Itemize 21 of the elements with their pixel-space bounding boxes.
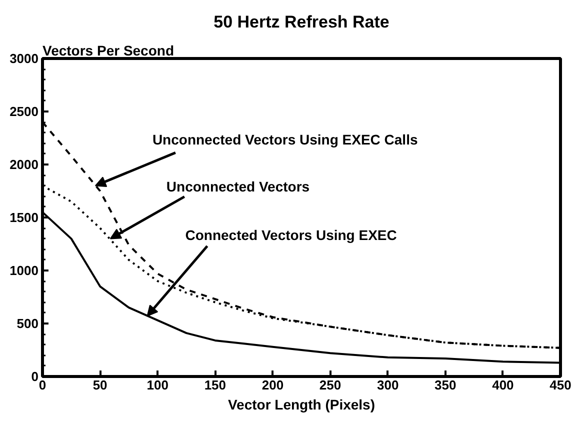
x-tick-label: 250 bbox=[319, 378, 342, 392]
x-tick-label: 150 bbox=[204, 378, 226, 392]
x-tick-label: 400 bbox=[492, 378, 514, 392]
annotation: Connected Vectors Using EXEC bbox=[185, 227, 397, 244]
x-tick-label: 450 bbox=[550, 378, 572, 392]
y-tick-label: 1000 bbox=[10, 263, 38, 278]
x-tick-label: 100 bbox=[146, 378, 168, 392]
x-tick-label: 200 bbox=[262, 378, 284, 392]
y-tick-label: 1500 bbox=[10, 210, 38, 225]
y-tick-label: 3000 bbox=[10, 51, 38, 66]
y-axis-title: Vectors Per Second bbox=[42, 42, 174, 58]
y-tick-label: 500 bbox=[16, 316, 39, 331]
y-tick-label: 2500 bbox=[10, 104, 38, 119]
annotation: Unconnected Vectors bbox=[166, 178, 310, 195]
y-tick-label: 2000 bbox=[10, 157, 38, 172]
x-axis-title: Vector Length (Pixels) bbox=[228, 396, 376, 412]
x-tick-label: 50 bbox=[92, 378, 108, 392]
annotation: Unconnected Vectors Using EXEC Calls bbox=[152, 132, 418, 148]
x-tick-label: 350 bbox=[434, 378, 456, 392]
chart-title: 50 Hertz Refresh Rate bbox=[214, 12, 390, 32]
x-tick-label: 300 bbox=[376, 378, 399, 392]
